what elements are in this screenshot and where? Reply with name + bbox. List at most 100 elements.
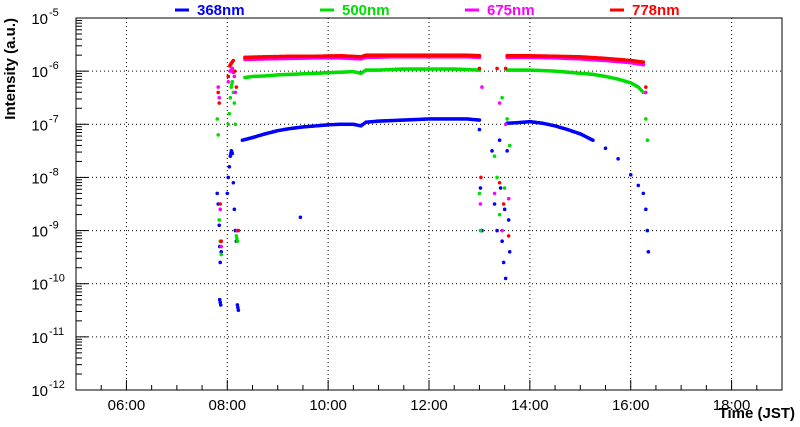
data-point xyxy=(644,85,648,89)
data-point xyxy=(234,85,239,89)
data-point xyxy=(236,305,240,310)
data-point xyxy=(603,146,608,150)
data-point xyxy=(477,191,482,196)
legend-label: 778nm xyxy=(632,2,680,19)
data-point xyxy=(226,74,231,79)
data-point xyxy=(616,157,620,161)
y-tick-label: 10 -9 xyxy=(31,220,58,241)
data-point xyxy=(215,117,219,121)
data-point xyxy=(216,85,221,89)
data-point xyxy=(477,127,482,132)
data-point xyxy=(216,90,221,95)
data-point xyxy=(480,85,484,89)
data-point xyxy=(219,250,224,254)
data-point xyxy=(492,202,497,206)
data-point xyxy=(478,228,483,233)
data-point xyxy=(644,207,648,212)
data-point xyxy=(219,244,224,249)
data-point xyxy=(497,180,502,185)
x-tick-label: 14:00 xyxy=(511,397,549,414)
data-point xyxy=(217,297,222,302)
series-778nm xyxy=(216,53,648,243)
data-point xyxy=(506,196,511,201)
data-point xyxy=(591,138,595,143)
data-point xyxy=(502,207,507,212)
series-500nm xyxy=(215,67,650,257)
x-tick-label: 12:00 xyxy=(410,397,448,414)
data-point xyxy=(495,228,499,233)
data-point xyxy=(500,239,504,243)
data-point xyxy=(507,143,512,148)
y-tick-label-base: 10 xyxy=(31,117,48,134)
x-tick-label: 16:00 xyxy=(612,397,650,414)
data-point xyxy=(501,202,506,206)
data-point xyxy=(477,118,482,122)
data-point xyxy=(229,85,234,89)
x-tick-label: 08:00 xyxy=(209,397,247,414)
data-point xyxy=(218,300,223,305)
data-point xyxy=(478,202,483,206)
data-point xyxy=(232,207,237,212)
y-tick-label: 10 -6 xyxy=(31,60,58,81)
data-point xyxy=(477,66,482,71)
data-point xyxy=(234,234,239,238)
data-point xyxy=(641,60,646,64)
data-point xyxy=(217,95,222,100)
data-point xyxy=(225,191,230,196)
data-point xyxy=(231,58,236,63)
y-tick-label-exponent: -7 xyxy=(49,113,59,125)
data-point xyxy=(230,151,235,156)
data-point xyxy=(645,138,650,143)
data-point xyxy=(507,250,512,254)
legend-label: 368nm xyxy=(197,2,245,19)
data-point xyxy=(501,260,506,265)
x-tick-label: 18:00 xyxy=(713,397,751,414)
data-point xyxy=(231,180,236,185)
y-tick-label: 10 -7 xyxy=(31,113,58,134)
data-point xyxy=(298,215,303,220)
x-axis-label: Time (JST) xyxy=(719,405,795,422)
data-point xyxy=(641,62,646,67)
y-tick-label-base: 10 xyxy=(31,383,48,400)
data-point xyxy=(505,117,509,121)
data-point xyxy=(646,250,651,254)
data-point xyxy=(219,252,224,257)
data-point xyxy=(232,74,237,79)
data-point xyxy=(227,165,232,169)
series-368nm xyxy=(215,117,651,313)
data-point xyxy=(495,66,499,71)
data-point xyxy=(226,79,231,84)
data-point xyxy=(218,260,223,265)
data-point xyxy=(636,183,641,188)
data-point xyxy=(218,207,223,212)
data-point xyxy=(235,239,240,243)
legend-label: 675nm xyxy=(487,2,535,19)
data-point xyxy=(216,133,221,137)
legend-item-500nm: 500nm xyxy=(320,2,390,19)
data-point xyxy=(500,228,504,233)
data-points xyxy=(215,53,651,313)
data-point xyxy=(490,149,494,153)
data-point xyxy=(228,95,233,100)
data-point xyxy=(503,276,508,281)
data-point xyxy=(218,202,223,206)
y-tick-label: 10 -8 xyxy=(31,166,58,187)
data-point xyxy=(641,90,646,95)
data-point xyxy=(230,66,235,71)
y-tick-label: 10 -11 xyxy=(31,326,64,347)
data-point xyxy=(641,191,646,196)
data-point xyxy=(217,223,222,228)
legend-item-778nm: 778nm xyxy=(610,2,680,19)
y-tick-label-exponent: -12 xyxy=(49,379,65,391)
y-tick-label-base: 10 xyxy=(31,277,48,294)
data-point xyxy=(227,111,232,116)
data-point xyxy=(479,175,483,180)
data-point xyxy=(645,228,650,233)
legend: 368nm 500nm 675nm 778nm xyxy=(175,2,680,19)
data-point xyxy=(235,236,239,241)
data-point xyxy=(497,101,502,105)
y-tick-label-base: 10 xyxy=(31,170,48,187)
data-point xyxy=(236,308,241,313)
x-tick-label: 06:00 xyxy=(108,397,146,414)
